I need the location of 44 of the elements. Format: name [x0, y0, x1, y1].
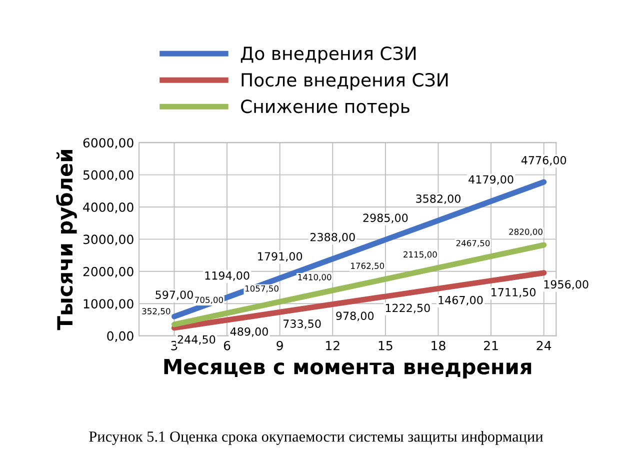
y-axis-title: Тысячи рублей — [56, 150, 77, 330]
data-label: 1194,00 — [205, 271, 250, 281]
y-tick-label: 6000,00 — [83, 138, 134, 149]
data-label: 3582,00 — [416, 194, 460, 204]
legend-label: До внедрения СЗИ — [240, 46, 416, 64]
data-label: 1762,50 — [351, 262, 384, 270]
y-tick-label: 4000,00 — [83, 202, 134, 214]
data-label: 733,50 — [284, 320, 321, 330]
data-label: 2388,00 — [310, 232, 355, 242]
y-tick-label: 5000,00 — [83, 170, 134, 181]
x-tick-label: 15 — [378, 341, 392, 350]
data-label: 4179,00 — [468, 175, 514, 185]
x-tick-label: 21 — [484, 340, 498, 350]
x-tick-label: 12 — [326, 340, 340, 350]
data-label: 1222,50 — [386, 304, 430, 314]
data-label: 1711,50 — [492, 288, 536, 298]
data-label: 1410,00 — [298, 274, 332, 282]
data-label: 489,00 — [230, 327, 268, 337]
data-label: 978,00 — [336, 312, 374, 322]
data-label: 352,50 — [142, 308, 170, 316]
data-label: 1467,00 — [438, 296, 483, 306]
x-tick-label: 6 — [224, 340, 230, 350]
data-label: 1791,00 — [258, 252, 302, 262]
y-tick-label: 3000,00 — [83, 234, 134, 246]
data-label: 705,00 — [195, 296, 224, 304]
x-axis-title: Месяцев с момента внедрения — [164, 358, 532, 378]
data-label: 2985,00 — [363, 214, 408, 224]
data-label: 244,50 — [178, 335, 216, 345]
x-tick-label: 9 — [276, 340, 283, 350]
data-label: 2467,50 — [456, 240, 490, 248]
y-tick-label: 0,00 — [107, 331, 134, 342]
data-label: 2820,00 — [509, 228, 542, 236]
data-label: 1956,00 — [544, 280, 588, 290]
x-tick-label: 18 — [432, 340, 446, 350]
data-label: 1057,50 — [245, 285, 278, 293]
y-tick-label: 1000,00 — [84, 299, 134, 310]
text: Рисунок 5.1 Оценка срока окупаемости системы защиты информации — [89, 431, 543, 445]
legend-label: Снижение потерь — [241, 100, 410, 117]
data-label: 4776,00 — [521, 156, 566, 166]
x-tick-label: 24 — [536, 340, 552, 350]
data-label: 597,00 — [156, 290, 193, 300]
legend-label: После внедрения СЗИ — [242, 73, 448, 90]
data-label: 2115,00 — [404, 251, 437, 258]
y-tick-label: 2000,00 — [83, 266, 134, 278]
